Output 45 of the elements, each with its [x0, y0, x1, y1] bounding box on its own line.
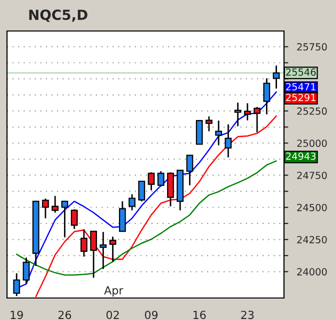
- y-tick-label: 24000: [297, 268, 327, 276]
- candlestick: [186, 154, 194, 186]
- x-tick-label: 19: [10, 310, 23, 320]
- annotation: Apr: [104, 286, 124, 297]
- line-series: [35, 115, 277, 298]
- candlestick: [109, 236, 116, 262]
- candlestick: [215, 120, 222, 146]
- candlestick: [22, 256, 30, 284]
- candlestick: [234, 102, 242, 127]
- text: 24943: [286, 152, 316, 160]
- candlestick: [272, 64, 280, 90]
- candlestick: [196, 120, 203, 145]
- text: 25291: [286, 94, 316, 102]
- ref-line-label: 25546: [286, 68, 316, 76]
- candlestick: [61, 200, 68, 238]
- y-tick-label: 24250: [297, 236, 327, 244]
- line-series: [16, 160, 277, 276]
- x-tick-label: 26: [58, 310, 72, 320]
- candlestick: [157, 170, 164, 187]
- y-tick-label: 24500: [297, 204, 327, 212]
- candlestick: [254, 106, 261, 133]
- x-tick-label: 02: [106, 310, 119, 320]
- candlestick: [224, 124, 232, 158]
- chart-title: NQC5,D: [29, 10, 88, 22]
- candlestick: [138, 180, 146, 202]
- candlestick: [128, 194, 136, 212]
- x-tick-label: 23: [241, 310, 254, 320]
- x-tick-label: 16: [194, 310, 206, 320]
- candlestick: [80, 228, 88, 258]
- candlestick: [206, 116, 212, 132]
- candlestick: [244, 102, 251, 122]
- candlestick: [70, 208, 78, 230]
- candlestick: [52, 195, 59, 214]
- text: 25471: [286, 83, 316, 90]
- candlestick: [90, 230, 98, 278]
- y-tick-label: 24750: [297, 172, 327, 180]
- candlestick: [263, 78, 270, 115]
- candlestick: [42, 198, 49, 219]
- y-tick-label: 25250: [297, 107, 327, 115]
- candlestick: [100, 231, 107, 270]
- x-tick-label: 09: [144, 310, 158, 320]
- y-tick-label: 25000: [297, 140, 327, 147]
- y-tick-label: 25750: [297, 43, 327, 51]
- candlestick: [118, 200, 126, 232]
- candlestick: [148, 172, 155, 191]
